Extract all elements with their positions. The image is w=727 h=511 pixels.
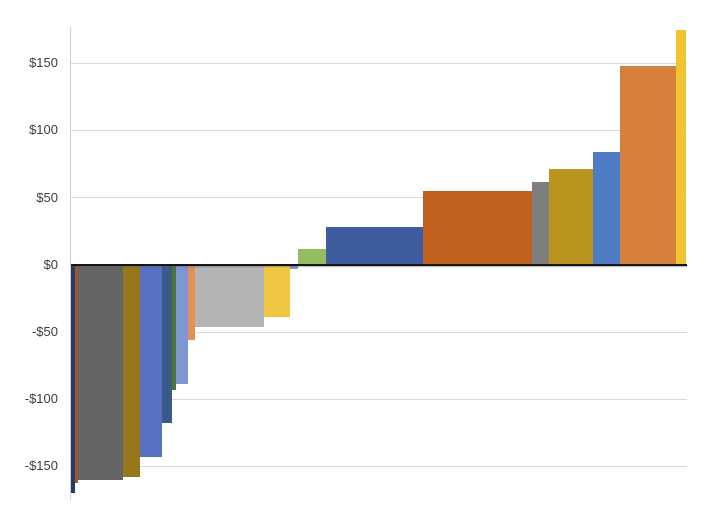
bar[interactable]	[548, 169, 593, 265]
bar[interactable]	[298, 248, 326, 265]
zero-axis-line	[70, 263, 687, 266]
y-axis-tick-label: $50	[36, 189, 58, 205]
bar[interactable]	[171, 264, 176, 390]
y-axis-tick-label: -$100	[24, 391, 58, 407]
bar[interactable]	[123, 264, 140, 478]
bar[interactable]	[140, 264, 162, 457]
bar[interactable]	[290, 264, 298, 269]
y-axis-tick-label: $100	[29, 122, 58, 138]
bar[interactable]	[423, 190, 532, 265]
bar[interactable]	[69, 264, 75, 494]
y-axis-tick-label: -$150	[24, 458, 58, 474]
bar[interactable]	[78, 264, 123, 480]
bar[interactable]	[188, 264, 195, 341]
gridline	[70, 331, 687, 333]
gridline	[70, 62, 687, 64]
y-axis-line	[70, 27, 71, 500]
bar[interactable]	[619, 65, 676, 265]
bar[interactable]	[676, 29, 686, 265]
gridline	[70, 398, 687, 400]
bar[interactable]	[161, 264, 172, 424]
bar[interactable]	[194, 264, 264, 327]
bar[interactable]	[326, 227, 423, 265]
y-axis-tick-label: $150	[29, 55, 58, 71]
y-axis-tick-label: -$50	[31, 324, 58, 340]
bar[interactable]	[74, 264, 78, 483]
bar[interactable]	[175, 264, 188, 385]
gridline	[70, 129, 687, 131]
bar[interactable]	[264, 264, 290, 318]
gridline	[70, 197, 687, 199]
y-axis-tick-label: $0	[43, 256, 58, 272]
bar[interactable]	[531, 181, 549, 265]
gridline	[70, 465, 687, 467]
bar[interactable]	[592, 151, 620, 265]
